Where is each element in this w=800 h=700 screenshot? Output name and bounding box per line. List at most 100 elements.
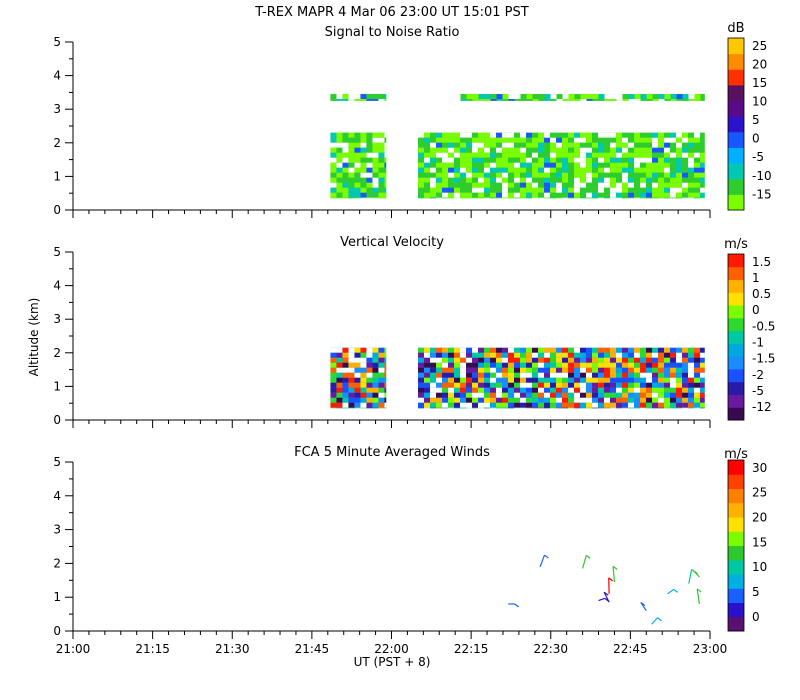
snr-cell [556, 133, 562, 138]
vel-cell [478, 368, 484, 373]
snr-cell [574, 173, 580, 178]
vel-cell [688, 383, 694, 388]
vel-cell [574, 373, 580, 378]
vel-cell [550, 358, 556, 363]
vel-cell [448, 383, 454, 388]
vel-colorbar-segment [728, 267, 744, 280]
snr-cell [360, 168, 366, 173]
snr-cell [342, 183, 348, 188]
snr-cell [532, 143, 538, 148]
winds-colorbar-label: 25 [752, 486, 767, 500]
snr-cell [472, 163, 478, 168]
vel-cell [652, 398, 658, 403]
snr-cell [366, 153, 372, 158]
snr-y-tick-label: 4 [53, 69, 61, 83]
vel-cell [342, 398, 348, 403]
vel-cell [502, 388, 508, 393]
vel-cell [454, 363, 460, 368]
vel-cell [366, 368, 372, 373]
snr-cell [580, 173, 586, 178]
vel-cell [556, 348, 562, 353]
snr-cell [520, 148, 526, 153]
vel-cell [670, 393, 676, 398]
snr-cell [372, 198, 378, 199]
snr-cell [372, 168, 378, 173]
snr-cell [586, 133, 592, 138]
snr-cell [604, 163, 610, 168]
snr-cell [652, 168, 658, 173]
snr-cell [658, 143, 664, 148]
vel-cell [448, 368, 454, 373]
snr-cell [354, 183, 360, 188]
vel-cell [544, 373, 550, 378]
snr-cell [550, 148, 556, 153]
snr-cell [424, 143, 430, 148]
snr-cell [360, 183, 366, 188]
snr-cell [424, 188, 430, 193]
snr-cell [490, 153, 496, 158]
snr-cell [586, 168, 592, 173]
snr-cell [688, 168, 694, 173]
snr-cell [532, 163, 538, 168]
snr-y-tick-label: 5 [53, 35, 61, 49]
snr-cell [568, 138, 574, 143]
vel-cell [634, 398, 640, 403]
vel-cell [460, 398, 466, 403]
winds-colorbar-segment [728, 588, 744, 603]
vel-cell [646, 373, 652, 378]
snr-cell [460, 168, 466, 173]
vel-cell [598, 398, 604, 403]
snr-cell [496, 153, 502, 158]
vel-cell [514, 373, 520, 378]
snr-cell [430, 188, 436, 193]
vel-cell [574, 388, 580, 393]
snr-cell [616, 198, 622, 199]
snr-cell [568, 168, 574, 173]
vel-cell [652, 393, 658, 398]
vel-cell [436, 378, 442, 383]
vel-cell [550, 373, 556, 378]
snr-cell [466, 178, 472, 183]
snr-cell [526, 173, 532, 178]
snr-cell [695, 99, 701, 101]
vel-cell [442, 388, 448, 393]
snr-cell [484, 188, 490, 193]
vel-cell [586, 368, 592, 373]
vel-colorbar-segment [728, 369, 744, 382]
vel-cell [484, 388, 490, 393]
vel-cell [580, 393, 586, 398]
snr-data-layer [330, 94, 704, 198]
vel-cell [478, 353, 484, 358]
vel-cell [640, 383, 646, 388]
vel-cell [676, 403, 682, 408]
vel-cell [670, 403, 676, 408]
snr-cell [348, 148, 354, 153]
vel-cell [592, 348, 598, 353]
vel-cell [622, 383, 628, 388]
snr-cell [472, 178, 478, 183]
vel-cell [628, 368, 634, 373]
winds-y-tick-label: 2 [53, 556, 61, 570]
vel-cell [330, 353, 336, 358]
snr-cell [568, 193, 574, 198]
vel-cell [472, 398, 478, 403]
snr-cell [472, 183, 478, 188]
vel-cell [466, 378, 472, 383]
vel-cell [372, 383, 378, 388]
vel-cell [424, 398, 430, 403]
snr-cell [454, 183, 460, 188]
vel-cell [646, 358, 652, 363]
vel-cell [472, 378, 478, 383]
snr-cell [424, 153, 430, 158]
vel-cell [496, 383, 502, 388]
snr-cell [526, 163, 532, 168]
vel-cell [454, 388, 460, 393]
snr-cell [330, 148, 336, 153]
vel-cell [526, 378, 532, 383]
snr-cell [628, 143, 634, 148]
snr-cell [574, 133, 580, 138]
snr-cell [677, 94, 683, 99]
vel-cell [592, 403, 598, 408]
snr-cell [604, 198, 610, 199]
snr-cell [360, 148, 366, 153]
